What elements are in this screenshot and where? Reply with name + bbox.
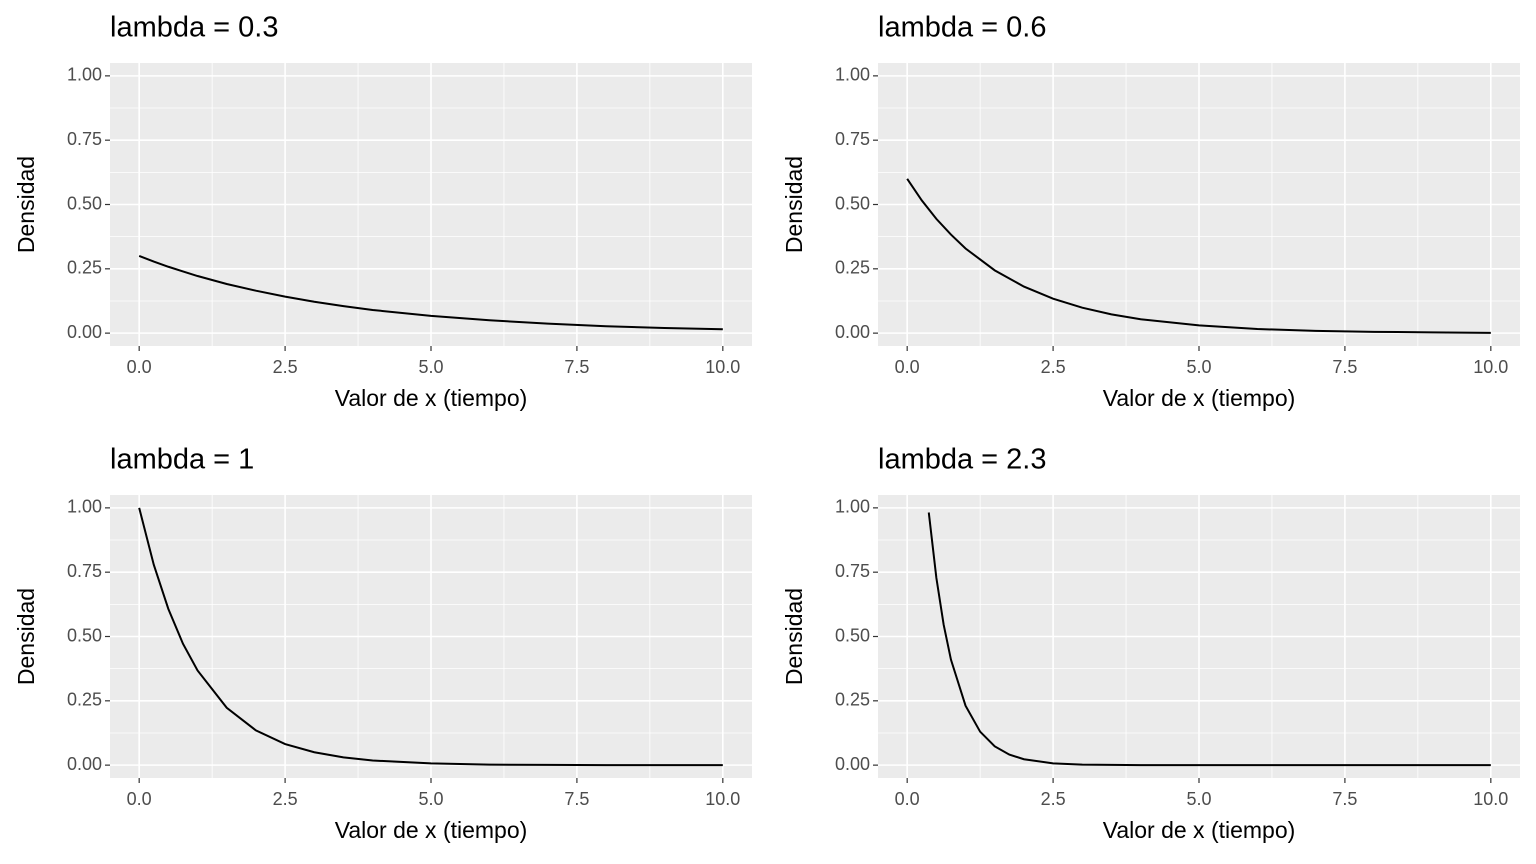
x-tick-label: 7.5 (564, 789, 589, 809)
y-tick-label: 0.75 (67, 561, 102, 581)
x-tick-label: 5.0 (1186, 789, 1211, 809)
x-axis-title: Valor de x (tiempo) (1103, 817, 1296, 843)
x-tick-label: 2.5 (273, 357, 298, 377)
x-tick-label: 7.5 (564, 357, 589, 377)
y-tick-label: 0.25 (835, 258, 870, 278)
x-tick-label: 2.5 (1041, 357, 1066, 377)
x-tick-label: 10.0 (705, 789, 740, 809)
x-tick-label: 0.0 (127, 789, 152, 809)
y-tick-label: 0.25 (67, 690, 102, 710)
x-tick-label: 10.0 (1473, 357, 1508, 377)
x-tick-label: 5.0 (418, 357, 443, 377)
y-tick-label: 0.00 (67, 322, 102, 342)
y-tick-label: 0.50 (835, 193, 870, 213)
x-tick-label: 7.5 (1332, 789, 1357, 809)
y-tick-label: 0.50 (835, 625, 870, 645)
y-tick-label: 0.75 (835, 561, 870, 581)
panel-title: lambda = 0.6 (878, 12, 1046, 44)
y-tick-label: 1.00 (835, 497, 870, 517)
x-tick-label: 10.0 (1473, 789, 1508, 809)
y-axis-title: Densidad (13, 588, 39, 685)
y-tick-label: 0.75 (835, 129, 870, 149)
x-tick-label: 5.0 (418, 789, 443, 809)
x-tick-label: 2.5 (1041, 789, 1066, 809)
y-tick-label: 0.25 (835, 690, 870, 710)
y-axis-title: Densidad (13, 156, 39, 253)
x-axis-title: Valor de x (tiempo) (335, 385, 528, 411)
x-tick-label: 0.0 (895, 789, 920, 809)
y-tick-label: 0.75 (67, 129, 102, 149)
x-tick-label: 0.0 (895, 357, 920, 377)
x-axis-title: Valor de x (tiempo) (1103, 385, 1296, 411)
y-tick-label: 1.00 (67, 65, 102, 85)
x-tick-label: 2.5 (273, 789, 298, 809)
y-tick-label: 1.00 (835, 65, 870, 85)
density-line (906, 178, 1491, 334)
density-line (138, 507, 723, 767)
y-tick-label: 0.25 (67, 258, 102, 278)
x-tick-label: 10.0 (705, 357, 740, 377)
y-tick-label: 0.50 (67, 193, 102, 213)
panel-title: lambda = 0.3 (110, 12, 278, 44)
y-axis-title: Densidad (781, 156, 807, 253)
density-line (138, 255, 723, 331)
y-axis-title: Densidad (781, 588, 807, 685)
y-tick-label: 0.00 (835, 754, 870, 774)
y-tick-label: 0.50 (67, 625, 102, 645)
panel-title: lambda = 1 (110, 444, 254, 476)
x-tick-label: 5.0 (1186, 357, 1211, 377)
density-line (927, 512, 1491, 767)
panel-title: lambda = 2.3 (878, 444, 1046, 476)
y-tick-label: 0.00 (835, 322, 870, 342)
x-axis-title: Valor de x (tiempo) (335, 817, 528, 843)
y-tick-label: 0.00 (67, 754, 102, 774)
x-tick-label: 7.5 (1332, 357, 1357, 377)
y-tick-label: 1.00 (67, 497, 102, 517)
x-tick-label: 0.0 (127, 357, 152, 377)
